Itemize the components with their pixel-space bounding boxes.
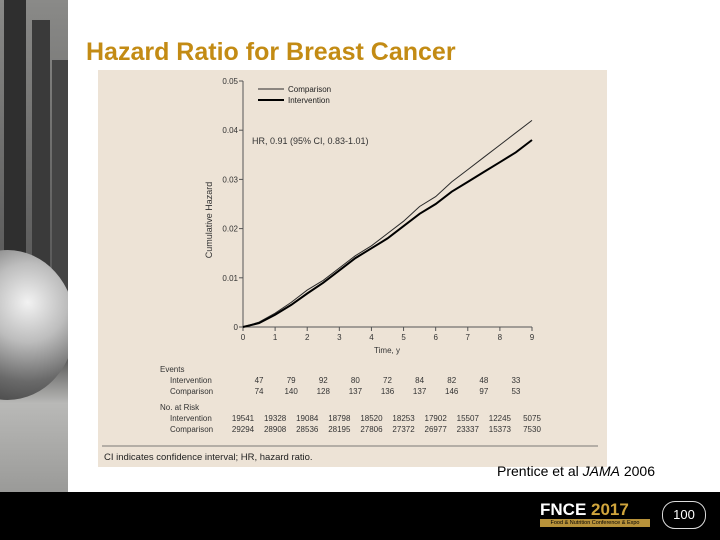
- chart-figure: 0 0.01 0.02 0.03 0.04 0.05 0 1 2 3 4 5 6 7 8 9 Compari…: [98, 70, 607, 467]
- chart-footnote: CI indicates confidence interval; HR, ha…: [104, 452, 313, 463]
- x-tick-labels: 0 1 2 3 4 5 6 7 8 9: [241, 333, 535, 342]
- risk-cell: 28908: [264, 425, 287, 434]
- events-table-values: 47 79 92 80 72 84 82 48 33 74 140 128 137 136 137 146 97…: [255, 376, 521, 396]
- citation: Prentice et al JAMA 2006: [497, 463, 655, 479]
- risk-row-label-intervention: Intervention: [170, 414, 212, 423]
- risk-cell: 12245: [489, 414, 512, 423]
- risk-cell: 27372: [392, 425, 415, 434]
- x-tick-label: 6: [433, 333, 438, 342]
- series-lines: [242, 120, 533, 328]
- risk-cell: 28195: [328, 425, 351, 434]
- events-cell: 53: [511, 387, 520, 396]
- events-cell: 82: [447, 376, 456, 385]
- events-cell: 97: [479, 387, 488, 396]
- events-cell: 74: [255, 387, 264, 396]
- fnce-logo-text: FNCE 2017: [540, 500, 629, 520]
- x-tick-label: 7: [466, 333, 471, 342]
- x-tick-label: 3: [337, 333, 342, 342]
- risk-cell: 17902: [425, 414, 448, 423]
- building-silhouette: [32, 20, 50, 290]
- y-tick-label: 0: [234, 323, 239, 332]
- events-cell: 79: [287, 376, 296, 385]
- risk-cell: 28536: [296, 425, 319, 434]
- slide-title: Hazard Ratio for Breast Cancer: [86, 38, 456, 66]
- y-tick-label: 0.02: [222, 225, 238, 234]
- risk-cell: 27806: [360, 425, 383, 434]
- risk-row-label-comparison: Comparison: [170, 425, 213, 434]
- legend-label-comparison: Comparison: [288, 85, 331, 94]
- series-line-comparison: [242, 120, 533, 328]
- events-row-label-intervention: Intervention: [170, 376, 212, 385]
- fnce-logo-subtitle: Food & Nutrition Conference & Expo: [540, 519, 650, 527]
- events-cell: 92: [319, 376, 328, 385]
- risk-cell: 5075: [523, 414, 541, 423]
- hazard-chart: 0 0.01 0.02 0.03 0.04 0.05 0 1 2 3 4 5 6 7 8 9 Compari…: [102, 77, 598, 463]
- events-cell: 47: [255, 376, 264, 385]
- x-tick-label: 5: [401, 333, 406, 342]
- events-cell: 84: [415, 376, 424, 385]
- legend: Comparison Intervention: [258, 85, 331, 105]
- risk-cell: 7530: [523, 425, 541, 434]
- events-cell: 146: [445, 387, 459, 396]
- x-tick-label: 2: [305, 333, 310, 342]
- building-silhouette: [52, 60, 68, 290]
- building-silhouette: [4, 0, 26, 300]
- x-axis-label: Time, y: [374, 346, 400, 355]
- risk-cell: 19328: [264, 414, 287, 423]
- legend-label-intervention: Intervention: [288, 96, 330, 105]
- risk-cell: 19541: [232, 414, 255, 423]
- cloud-gate-sculpture: [0, 250, 68, 400]
- x-tick-label: 9: [530, 333, 535, 342]
- citation-year: 2006: [619, 463, 655, 479]
- events-cell: 72: [383, 376, 392, 385]
- events-cell: 80: [351, 376, 360, 385]
- left-background-photo: [0, 0, 68, 492]
- footer-bar: [0, 492, 720, 540]
- risk-cell: 26977: [425, 425, 448, 434]
- y-axis-label: Cumulative Hazard: [204, 182, 214, 259]
- risk-cell: 18520: [360, 414, 383, 423]
- x-tick-label: 4: [369, 333, 374, 342]
- events-table-label: Events: [160, 365, 184, 374]
- events-cell: 136: [381, 387, 395, 396]
- risk-cell: 23337: [457, 425, 480, 434]
- events-cell: 48: [479, 376, 488, 385]
- x-tick-label: 8: [498, 333, 503, 342]
- events-cell: 137: [413, 387, 427, 396]
- risk-cell: 19084: [296, 414, 319, 423]
- events-cell: 33: [511, 376, 520, 385]
- risk-cell: 18253: [392, 414, 415, 423]
- fnce-logo-text-b: 2017: [591, 500, 629, 519]
- events-cell: 140: [284, 387, 298, 396]
- risk-cell: 29294: [232, 425, 255, 434]
- y-tick-label: 0.04: [222, 126, 238, 135]
- hazard-ratio-annotation: HR, 0.91 (95% CI, 0.83-1.01): [252, 136, 369, 146]
- y-tick-labels: 0 0.01 0.02 0.03 0.04 0.05: [222, 77, 238, 332]
- events-row-label-comparison: Comparison: [170, 387, 213, 396]
- x-tick-label: 1: [273, 333, 278, 342]
- fnce-logo-text-a: FNCE: [540, 500, 587, 519]
- risk-cell: 15507: [457, 414, 480, 423]
- events-cell: 128: [317, 387, 331, 396]
- risk-table-values: 19541 19328 19084 18798 18520 18253 17902 15507…: [232, 414, 542, 434]
- fnce-logo: FNCE 2017 Food & Nutrition Conference & …: [530, 500, 710, 530]
- y-tick-label: 0.05: [222, 77, 238, 86]
- y-tick-label: 0.01: [222, 274, 238, 283]
- risk-cell: 18798: [328, 414, 351, 423]
- series-line-intervention: [242, 139, 533, 328]
- axes: [239, 80, 533, 331]
- centennial-badge: 100: [662, 501, 706, 529]
- x-tick-label: 0: [241, 333, 246, 342]
- citation-authors: Prentice et al: [497, 463, 583, 479]
- y-tick-label: 0.03: [222, 175, 238, 184]
- risk-table-label: No. at Risk: [160, 403, 200, 412]
- citation-journal: JAMA: [582, 463, 620, 479]
- events-cell: 137: [349, 387, 363, 396]
- risk-cell: 15373: [489, 425, 512, 434]
